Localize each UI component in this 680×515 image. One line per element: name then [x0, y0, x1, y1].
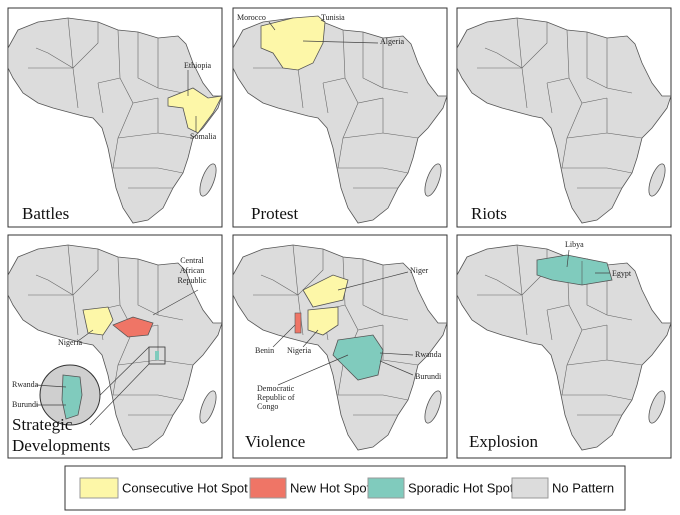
legend-swatch — [249, 477, 287, 499]
panel-title: Battles — [22, 204, 69, 223]
legend-label: Consecutive Hot Spot — [122, 480, 248, 495]
map-label: Benin — [255, 346, 274, 355]
legend: Consecutive Hot Spot New Hot Spot Sporad… — [64, 465, 626, 511]
region — [167, 87, 222, 134]
map-label: Rwanda — [415, 350, 442, 359]
map-label: Egypt — [612, 269, 632, 278]
legend-label: No Pattern — [552, 480, 614, 495]
map-label: Congo — [257, 402, 278, 411]
panel-title: Strategic — [12, 415, 73, 434]
panel-title: Protest — [251, 204, 299, 223]
panel: Ethiopia Somalia Battles — [7, 7, 223, 228]
legend-label: Sporadic Hot Spot — [408, 480, 514, 495]
map-label: Central — [180, 256, 204, 265]
map-label: Somalia — [190, 132, 217, 141]
panel-title: Explosion — [469, 432, 538, 451]
map-label: Republic — [178, 276, 207, 285]
map-label: Ethiopia — [184, 61, 212, 70]
region — [82, 306, 114, 336]
map-label: Tunisia — [321, 13, 345, 22]
map-label: African — [180, 266, 204, 275]
panel-title: Developments — [12, 436, 110, 455]
region — [294, 312, 302, 334]
legend-label: New Hot Spot — [290, 480, 371, 495]
region — [307, 306, 339, 336]
region — [332, 334, 384, 381]
panel: Libya Egypt Explosion — [456, 234, 672, 459]
panel-title: Riots — [471, 204, 507, 223]
map-label: Burundi — [12, 400, 39, 409]
region — [61, 374, 83, 420]
region — [112, 316, 154, 338]
region — [155, 351, 159, 360]
panel: Riots — [456, 7, 672, 228]
region — [302, 274, 349, 308]
panel: Central African Republic Nigeria Rwanda … — [7, 234, 223, 459]
map-label: Morocco — [237, 13, 266, 22]
map-label: Democratic — [257, 384, 295, 393]
region — [536, 254, 613, 286]
map-label: Niger — [410, 266, 429, 275]
map-label: Nigeria — [287, 346, 311, 355]
map-label: Burundi — [415, 372, 442, 381]
panel: Niger Benin Nigeria Rwanda Burundi Democ… — [232, 234, 448, 459]
map-label: Republic of — [257, 393, 295, 402]
map-label: Nigeria — [58, 338, 82, 347]
map-label: Libya — [565, 240, 584, 249]
map-label: Rwanda — [12, 380, 39, 389]
map-label: Algeria — [380, 37, 404, 46]
panel: Morocco Tunisia Algeria Protest — [232, 7, 448, 228]
legend-swatch — [367, 477, 405, 499]
region — [260, 15, 326, 71]
panel-title: Violence — [245, 432, 305, 451]
legend-swatch — [79, 477, 119, 499]
legend-swatch — [511, 477, 549, 499]
